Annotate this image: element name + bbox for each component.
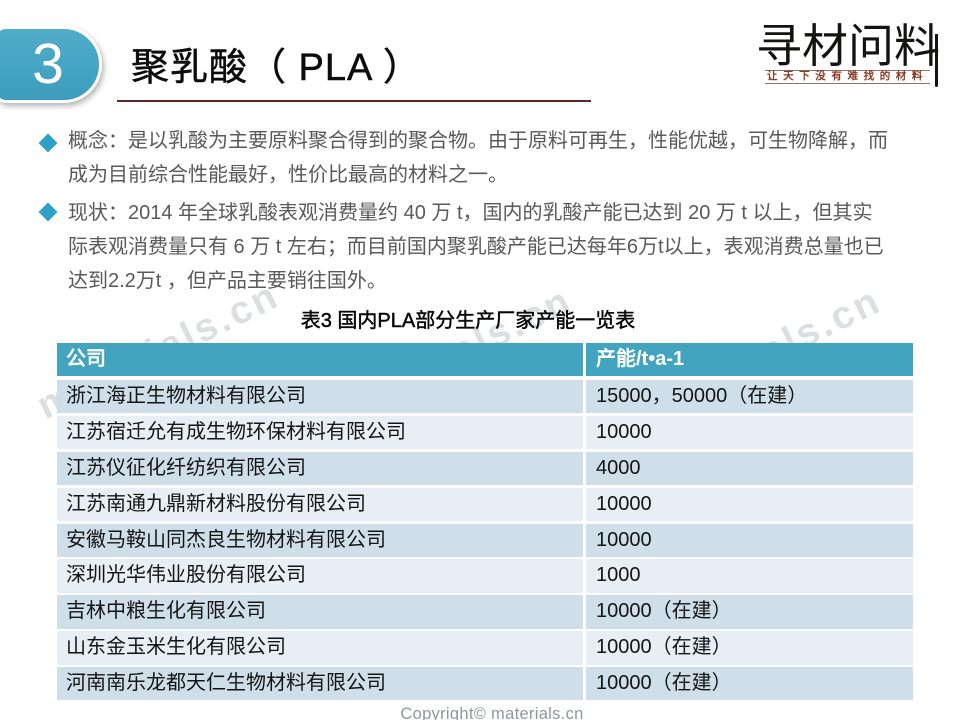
table-row: 河南南乐龙都天仁生物材料有限公司 10000（在建）	[57, 667, 913, 701]
company-cell: 吉林中粮生化有限公司	[57, 595, 583, 629]
column-header-company: 公司	[57, 343, 583, 377]
copyright-text: Copyright© materials.cn	[400, 705, 584, 720]
capacity-cell: 1000	[586, 559, 913, 593]
section-number: 3	[32, 31, 64, 96]
bullet-diamond-icon	[38, 133, 58, 153]
capacity-cell: 10000（在建）	[586, 631, 913, 665]
bullet-line: 成为目前综合性能最好，性价比最高的材料之一。	[68, 164, 508, 186]
bullet-line: 达到2.2万t ，但产品主要销往国外。	[68, 270, 387, 292]
company-cell: 河南南乐龙都天仁生物材料有限公司	[57, 667, 583, 701]
logo-brush-stroke	[935, 34, 938, 87]
brand-logo-tagline: 让天下没有难找的材料	[767, 70, 928, 82]
company-cell: 浙江海正生物材料有限公司	[57, 379, 583, 414]
table-row: 江苏南通九鼎新材料股份有限公司 10000	[57, 487, 913, 521]
bullet-line: 际表观消费量只有 6 万 t 左右；而目前国内聚乳酸产能已达每年6万t以上，表观…	[68, 236, 884, 258]
table-row: 山东金玉米生化有限公司 10000（在建）	[57, 631, 913, 665]
company-cell: 山东金玉米生化有限公司	[57, 631, 583, 665]
capacity-cell: 4000	[586, 451, 913, 486]
table-row: 吉林中粮生化有限公司 10000（在建）	[57, 595, 913, 629]
company-cell: 江苏南通九鼎新材料股份有限公司	[57, 487, 583, 521]
company-cell: 安徽马鞍山同杰良生物材料有限公司	[57, 523, 583, 557]
bullet-line: 现状：2014 年全球乳酸表观消费量约 40 万 t，国内的乳酸产能已达到 20…	[68, 202, 873, 224]
brand-logo-text: 寻材问料	[756, 21, 940, 72]
company-cell: 江苏仪征化纤纺织有限公司	[57, 451, 583, 486]
capacity-cell: 10000（在建）	[586, 667, 913, 701]
table-caption: 表3 国内PLA部分生产厂家产能一览表	[300, 310, 636, 332]
logo-rule-bottom	[765, 82, 930, 84]
company-cell: 深圳光华伟业股份有限公司	[57, 559, 583, 593]
capacity-table: 公司 产能/t•a-1 浙江海正生物材料有限公司 15000，50000（在建）…	[57, 343, 913, 701]
table-row: 江苏仪征化纤纺织有限公司 4000	[57, 451, 913, 486]
table-row: 江苏宿迁允有成生物环保材料有限公司 10000	[57, 415, 913, 450]
table-header-row: 公司 产能/t•a-1	[57, 343, 913, 377]
brand-logo: 寻材问料 让天下没有难找的材料	[756, 21, 942, 87]
company-cell: 江苏宿迁允有成生物环保材料有限公司	[57, 415, 583, 450]
column-header-capacity: 产能/t•a-1	[586, 343, 913, 377]
capacity-cell: 15000，50000（在建）	[586, 379, 913, 414]
slide-title: 聚乳酸（ PLA ）	[131, 47, 422, 90]
table-row: 安徽马鞍山同杰良生物材料有限公司 10000	[57, 523, 913, 557]
bullet-diamond-icon	[38, 202, 58, 222]
bullet-line: 概念：是以乳酸为主要原料聚合得到的聚合物。由于原料可再生，性能优越，可生物降解，…	[68, 130, 888, 152]
title-underline	[117, 100, 591, 102]
capacity-cell: 10000	[586, 523, 913, 557]
table-row: 浙江海正生物材料有限公司 15000，50000（在建）	[57, 379, 913, 414]
table-row: 深圳光华伟业股份有限公司 1000	[57, 559, 913, 593]
bullet-concept: 概念：是以乳酸为主要原料聚合得到的聚合物。由于原料可再生，性能优越，可生物降解，…	[68, 124, 904, 192]
capacity-cell: 10000	[586, 487, 913, 521]
capacity-cell: 10000（在建）	[586, 595, 913, 629]
bullet-status: 现状：2014 年全球乳酸表观消费量约 40 万 t，国内的乳酸产能已达到 20…	[68, 196, 904, 298]
capacity-cell: 10000	[586, 415, 913, 450]
logo-rule-top	[765, 70, 930, 71]
section-number-badge: 3	[0, 25, 102, 103]
